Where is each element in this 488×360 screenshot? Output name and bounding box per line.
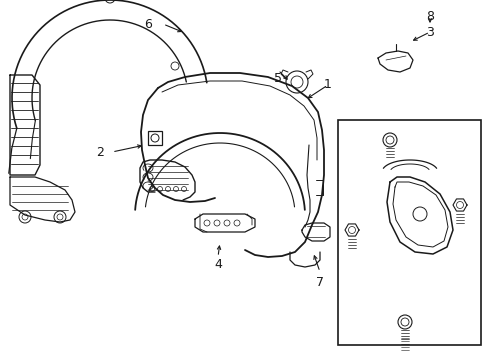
- Text: 1: 1: [324, 78, 331, 91]
- Text: 3: 3: [425, 26, 433, 39]
- Text: 7: 7: [315, 275, 324, 288]
- Text: 5: 5: [273, 72, 282, 85]
- Text: 4: 4: [214, 258, 222, 271]
- Text: 6: 6: [144, 18, 152, 31]
- Bar: [337, 120, 480, 345]
- Text: 2: 2: [96, 145, 104, 158]
- Bar: [148, 131, 162, 145]
- Text: 8: 8: [425, 9, 433, 22]
